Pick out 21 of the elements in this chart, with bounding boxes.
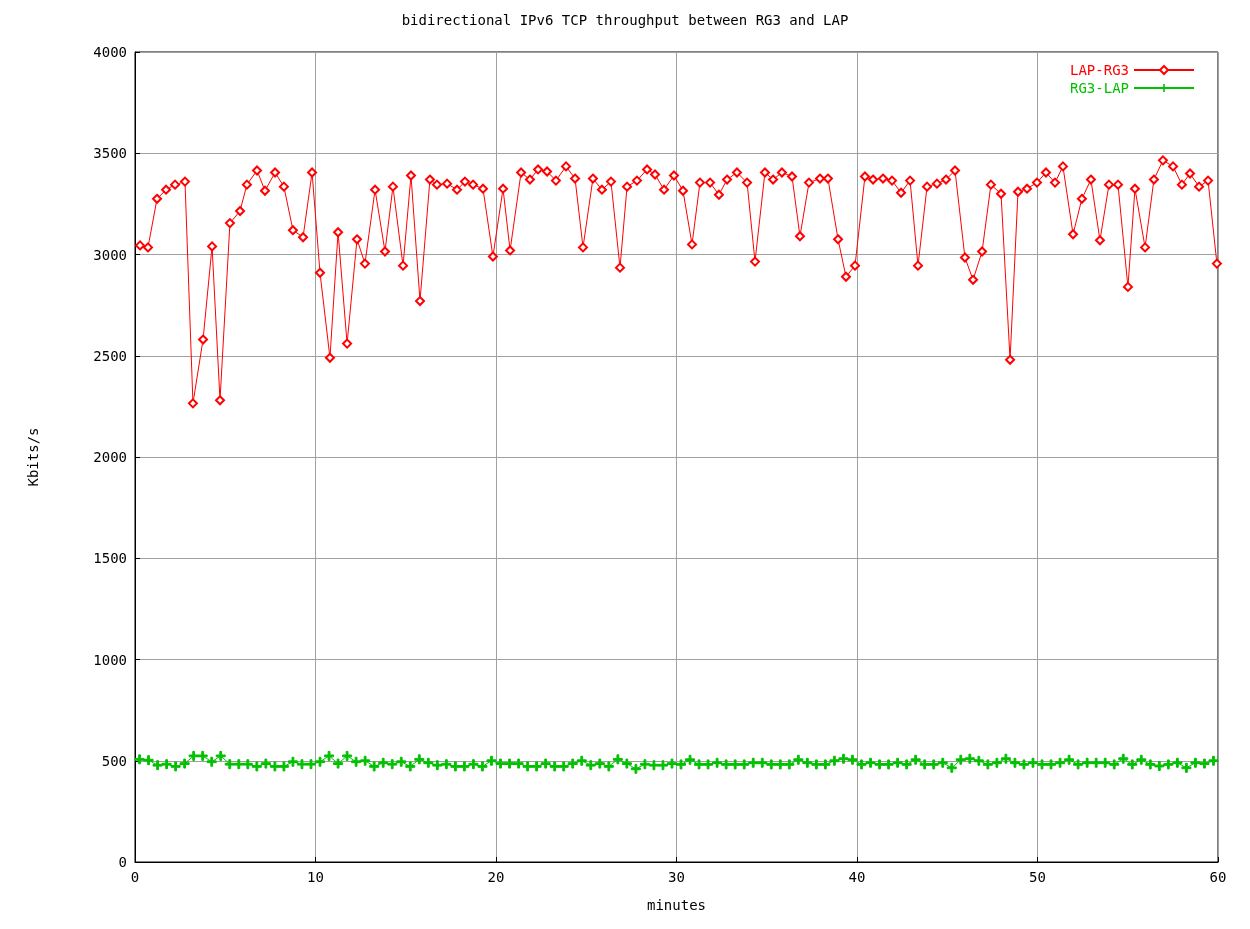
x-tick-label: 10	[307, 869, 324, 885]
y-tick-label: 2000	[93, 449, 127, 465]
y-tick-label: 3500	[93, 145, 127, 162]
chart-title: bidirectional IPv6 TCP throughput between RG3 and LAP	[401, 12, 849, 28]
x-tick-label: 20	[487, 869, 505, 885]
x-tick-label: 30	[668, 869, 685, 885]
y-tick-label: 3000	[93, 246, 127, 263]
y-tick-label: 2500	[93, 347, 127, 364]
legend-label: LAP-RG3	[1069, 62, 1129, 78]
x-axis-title: minutes	[646, 897, 707, 913]
x-tick-label: 0	[130, 869, 140, 885]
x-tick-label: 40	[848, 869, 866, 885]
y-tick-label: 500	[101, 752, 127, 769]
x-tick-label: 60	[1209, 869, 1227, 885]
y-tick-label: 1500	[93, 550, 127, 567]
y-tick-label: 1000	[93, 651, 127, 668]
y-tick-label: 0	[118, 854, 127, 870]
legend-label: RG3-LAP	[1069, 80, 1129, 96]
y-axis-title: Kbits/s	[25, 427, 41, 487]
x-tick-label: 50	[1029, 869, 1046, 885]
y-tick-label: 4000	[93, 44, 127, 60]
